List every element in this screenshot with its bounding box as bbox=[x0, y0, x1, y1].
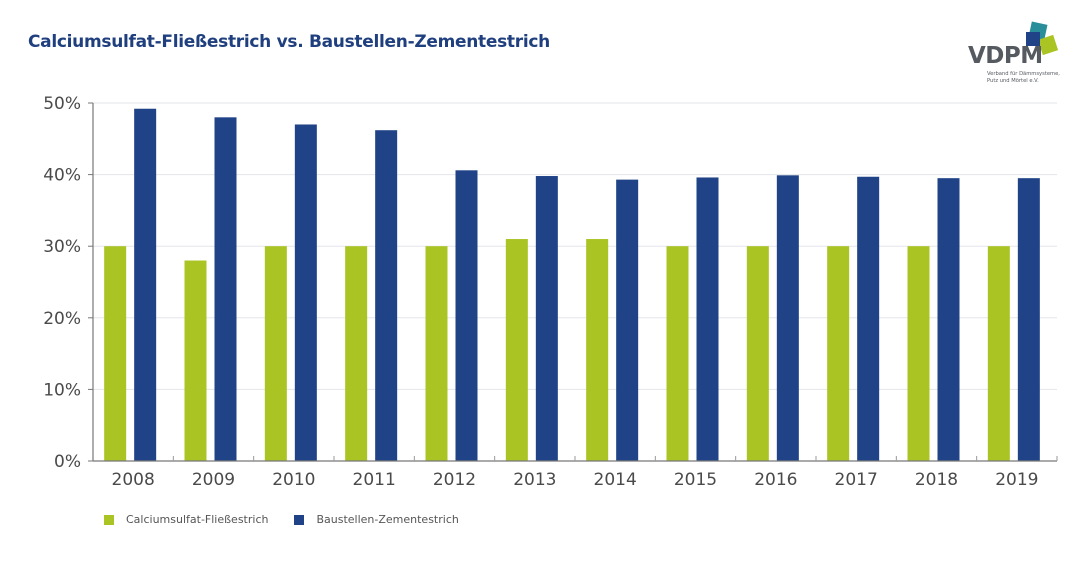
y-tick-label: 30% bbox=[43, 237, 81, 257]
legend-label: Baustellen-Zementestrich bbox=[316, 513, 459, 526]
legend: Calciumsulfat-Fließestrich Baustellen-Ze… bbox=[104, 513, 479, 526]
x-tick-label: 2012 bbox=[433, 470, 476, 490]
bar-calciumsulfat bbox=[907, 246, 930, 461]
bar-calciumsulfat bbox=[184, 260, 207, 461]
x-axis-ticks: 2008 2009 2010 2011 2012 2013 2014 2015 2016 2017… bbox=[112, 456, 1058, 490]
bar-zement bbox=[535, 176, 558, 462]
bar-zement bbox=[776, 175, 799, 462]
legend-swatch-blue bbox=[294, 514, 305, 525]
x-tick-label: 2016 bbox=[754, 470, 797, 490]
chart-title: Calciumsulfat-Fließestrich vs. Baustelle… bbox=[28, 32, 550, 52]
gridlines bbox=[93, 102, 1057, 390]
logo-text: VDPM bbox=[968, 43, 1043, 69]
bar-zement bbox=[937, 178, 960, 461]
logo-subtitle-line1: Verband für Dämmsysteme, bbox=[987, 71, 1060, 77]
legend-swatch-green bbox=[104, 514, 114, 525]
y-tick-label: 20% bbox=[43, 309, 81, 329]
vdpm-logo: VDPM Verband für Dämmsysteme, Putz und M… bbox=[962, 20, 1072, 90]
logo-subtitle: Verband für Dämmsysteme, Putz und Mörtel… bbox=[987, 71, 1067, 84]
legend-item-zement: Baustellen-Zementestrich bbox=[294, 513, 459, 526]
bar-calciumsulfat bbox=[987, 246, 1010, 461]
bar-zement bbox=[375, 130, 398, 461]
bar-calciumsulfat bbox=[666, 246, 689, 461]
logo-square-blue bbox=[1026, 32, 1040, 46]
bar-calciumsulfat bbox=[586, 239, 609, 461]
logo-subtitle-line2: Putz und Mörtel e.V. bbox=[987, 77, 1039, 84]
bars bbox=[104, 108, 1040, 462]
y-tick-label: 40% bbox=[43, 166, 81, 186]
bar-calciumsulfat bbox=[425, 246, 448, 461]
bar-calciumsulfat bbox=[345, 246, 368, 461]
bar-zement bbox=[696, 177, 719, 462]
x-tick-label: 2017 bbox=[835, 470, 878, 490]
x-tick-label: 2009 bbox=[192, 470, 235, 490]
bar-calciumsulfat bbox=[827, 246, 850, 461]
bar-calciumsulfat bbox=[505, 239, 528, 461]
y-tick-label: 10% bbox=[43, 380, 81, 400]
bar-calciumsulfat bbox=[104, 246, 127, 461]
bar-zement bbox=[455, 170, 478, 461]
bar-calciumsulfat bbox=[746, 246, 769, 461]
legend-label: Calciumsulfat-Fließestrich bbox=[126, 513, 269, 526]
bar-zement bbox=[134, 108, 157, 461]
x-tick-label: 2015 bbox=[674, 470, 717, 490]
legend-item-calciumsulfat: Calciumsulfat-Fließestrich bbox=[104, 513, 268, 526]
x-tick-label: 2018 bbox=[915, 470, 958, 490]
bar-zement bbox=[214, 117, 237, 461]
x-tick-label: 2010 bbox=[272, 470, 315, 490]
x-tick-label: 2019 bbox=[995, 470, 1038, 490]
bar-zement bbox=[1017, 178, 1040, 461]
x-tick-label: 2013 bbox=[513, 470, 556, 490]
x-tick-label: 2011 bbox=[353, 470, 396, 490]
bar-zement bbox=[616, 179, 639, 461]
y-tick-label: 50% bbox=[43, 94, 81, 114]
y-tick-label: 0% bbox=[54, 452, 81, 472]
x-tick-label: 2014 bbox=[594, 470, 637, 490]
bar-calciumsulfat bbox=[264, 246, 287, 461]
bar-zement bbox=[294, 124, 317, 461]
x-tick-label: 2008 bbox=[112, 470, 155, 490]
bar-zement bbox=[857, 176, 880, 462]
y-axis-ticks: 0% 10% 20% 30% 40% 50% bbox=[43, 94, 93, 472]
